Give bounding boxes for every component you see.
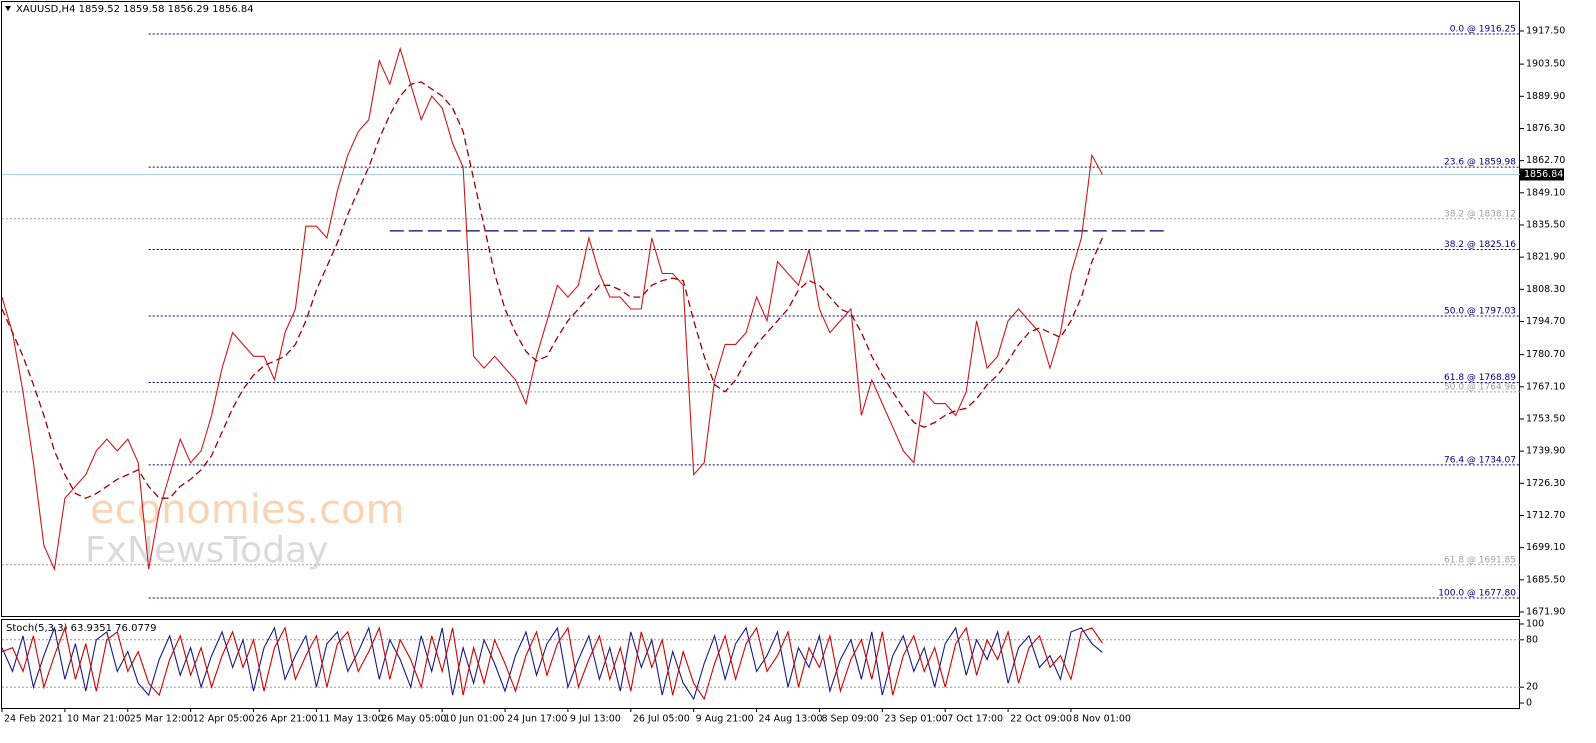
y-tick-label: 1876.30 — [1526, 123, 1565, 134]
y-tick-label: 80 — [1526, 634, 1538, 645]
chart-title: XAUUSD,H4 1859.52 1859.58 1856.29 1856.8… — [16, 4, 254, 15]
x-tick-label: 8 Nov 01:00 — [1073, 714, 1131, 725]
fibonacci-label: 76.4 @ 1734.07 — [1444, 455, 1516, 465]
y-tick-label: 1862.70 — [1526, 155, 1565, 166]
x-tick-label: 24 Feb 2021 — [4, 714, 63, 725]
fibonacci-label: 38.2 @ 1838.12 — [1444, 209, 1516, 219]
y-tick-label: 1794.70 — [1526, 316, 1565, 327]
y-tick-label: 1903.50 — [1526, 59, 1565, 70]
moving-average — [1, 81, 1103, 499]
x-tick-label: 24 Jun 17:00 — [507, 714, 567, 725]
x-tick-label: 10 Jun 01:00 — [444, 714, 504, 725]
y-tick-label: 1767.10 — [1526, 381, 1565, 392]
x-tick-label: 24 Aug 13:00 — [759, 714, 823, 725]
x-tick-label: 12 Apr 05:00 — [193, 714, 255, 725]
x-tick-label: 8 Sep 09:00 — [821, 714, 878, 725]
menu-arrow[interactable] — [5, 6, 11, 11]
fibonacci-label: 50.0 @ 1797.03 — [1444, 306, 1516, 316]
y-tick-label: 1753.50 — [1526, 413, 1565, 424]
y-tick-label: 1671.90 — [1526, 607, 1565, 618]
last-price-label: 1856.84 — [1524, 169, 1563, 180]
y-tick-label: 1699.10 — [1526, 542, 1565, 553]
y-tick-label: 20 — [1526, 682, 1538, 693]
x-tick-label: 11 May 13:00 — [318, 714, 383, 725]
x-tick-label: 23 Sep 01:00 — [884, 714, 947, 725]
y-tick-label: 100 — [1526, 618, 1544, 629]
watermark: FxNewsToday — [85, 530, 328, 571]
x-tick-label: 9 Jul 13:00 — [570, 714, 621, 725]
fibonacci-label: 0.0 @ 1916.25 — [1450, 24, 1516, 34]
main-panel-frame — [1, 1, 1520, 617]
x-tick-label: 26 Apr 21:00 — [256, 714, 318, 725]
y-tick-label: 1780.70 — [1526, 349, 1565, 360]
y-tick-label: 1821.90 — [1526, 252, 1565, 263]
x-tick-label: 7 Oct 17:00 — [947, 714, 1003, 725]
y-tick-label: 1739.90 — [1526, 446, 1565, 457]
y-tick-label: 1889.90 — [1526, 91, 1565, 102]
y-tick-label: 1726.30 — [1526, 478, 1565, 489]
watermark: economies.com — [90, 487, 405, 533]
fibonacci-label: 23.6 @ 1859.98 — [1444, 158, 1516, 168]
y-tick-label: 0 — [1526, 697, 1532, 708]
x-tick-label: 26 May 05:00 — [381, 714, 446, 725]
series-line — [1, 625, 1103, 701]
price-box — [1520, 168, 1564, 181]
x-tick-label: 10 Mar 21:00 — [67, 714, 130, 725]
x-tick-label: 25 Mar 12:00 — [130, 714, 193, 725]
x-tick-label: 26 Jul 05:00 — [633, 714, 690, 725]
x-tick-label: 9 Aug 21:00 — [696, 714, 754, 725]
stoch-panel-frame — [1, 619, 1520, 709]
fibonacci-label: 50.0 @ 1764.96 — [1444, 382, 1516, 392]
fibonacci-label: 100.0 @ 1677.80 — [1438, 589, 1516, 599]
y-tick-label: 1712.70 — [1526, 510, 1565, 521]
series-line — [1, 46, 1103, 572]
fibonacci-label: 38.2 @ 1825.16 — [1444, 240, 1516, 250]
series-line — [1, 625, 1103, 701]
y-tick-label: 1808.30 — [1526, 284, 1565, 295]
y-tick-label: 1835.50 — [1526, 219, 1565, 230]
fibonacci-label: 61.8 @ 1768.89 — [1444, 373, 1516, 383]
x-tick-label: 22 Oct 09:00 — [1010, 714, 1072, 725]
y-tick-label: 1685.50 — [1526, 574, 1565, 585]
fibonacci-label: 61.8 @ 1691.85 — [1444, 555, 1516, 565]
y-tick-label: 1849.10 — [1526, 187, 1565, 198]
stoch-title: Stoch(5,3,3) 63.9351 76.0779 — [6, 623, 157, 634]
y-tick-label: 1917.50 — [1526, 26, 1565, 37]
